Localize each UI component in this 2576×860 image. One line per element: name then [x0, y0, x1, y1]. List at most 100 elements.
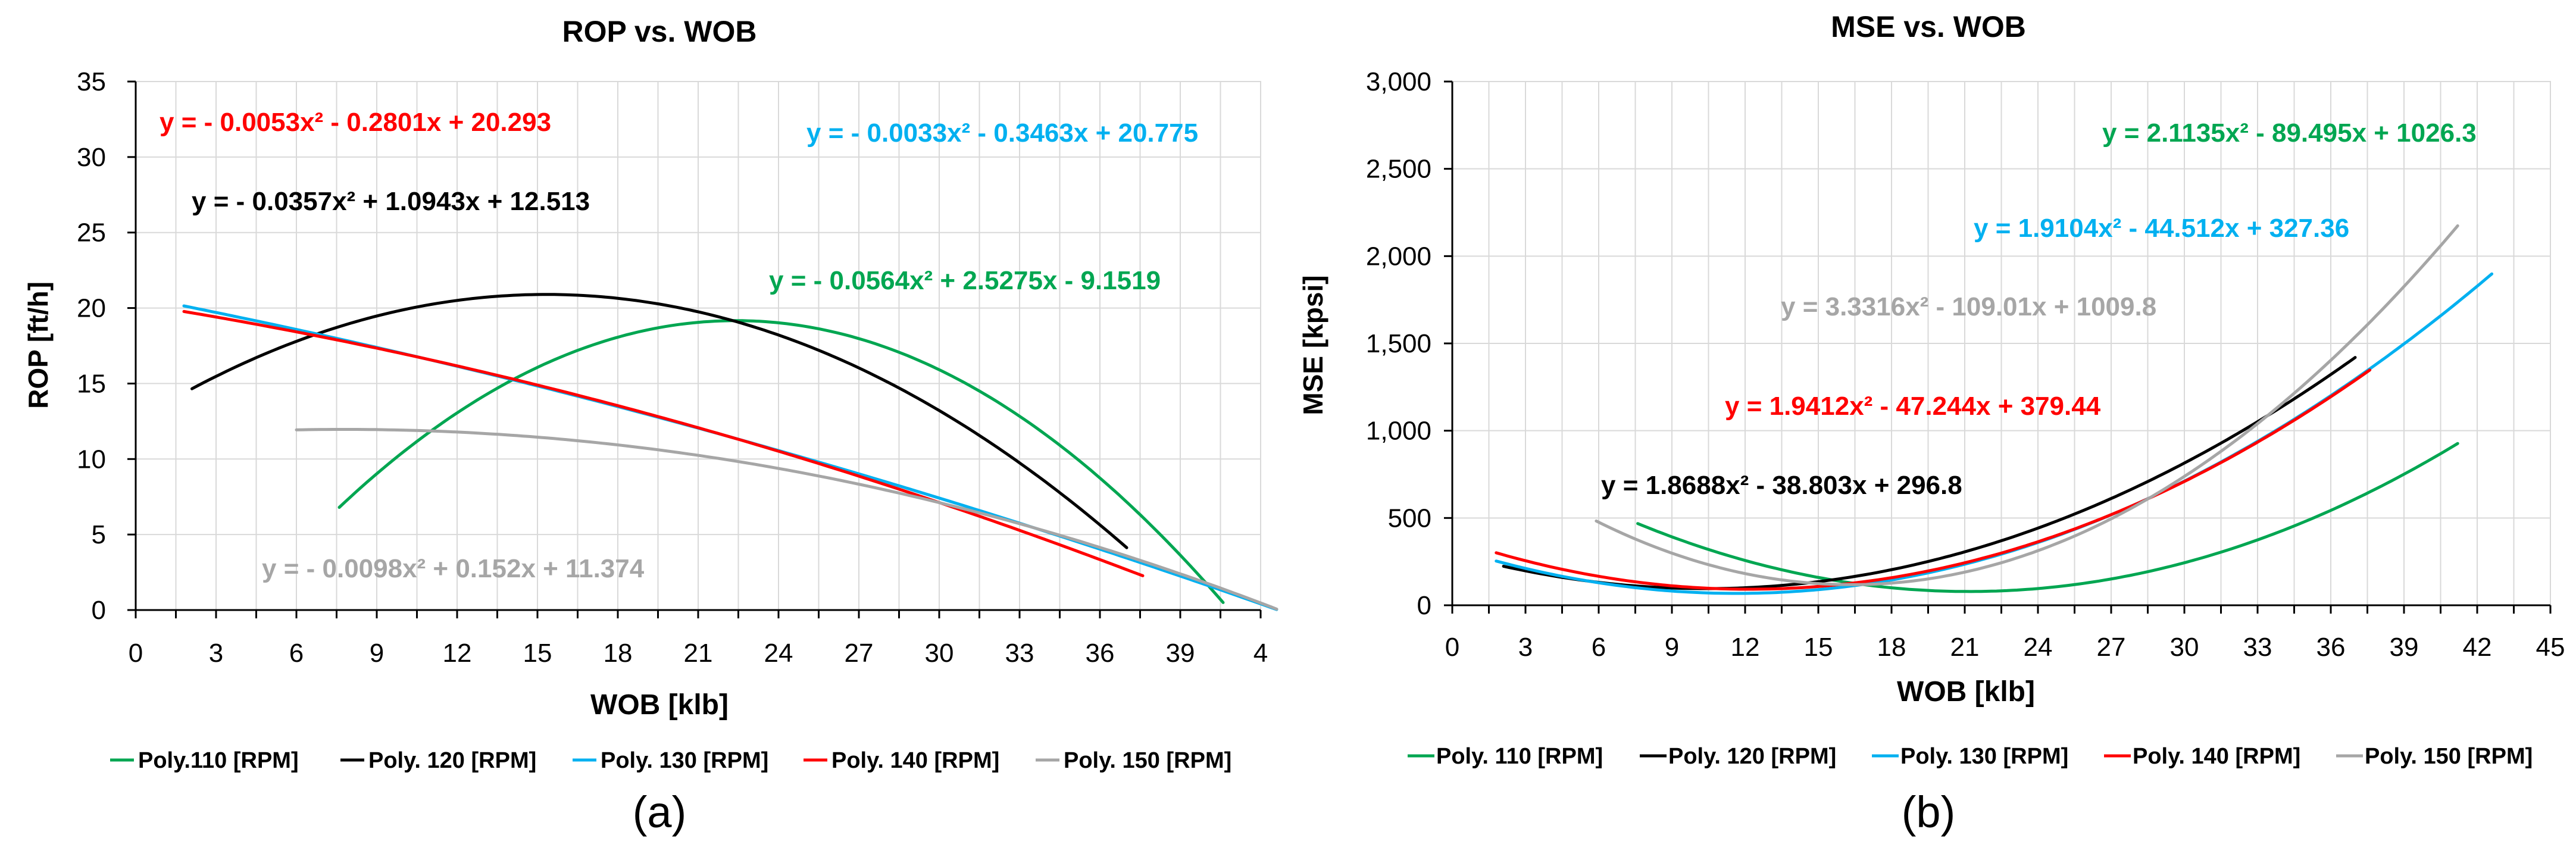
chart-b-panel-label: (b): [1902, 787, 1955, 837]
chart-b-x-tick-label: 15: [1804, 633, 1833, 662]
chart-a-legend: Poly.110 [RPM] Poly. 120 [RPM] Poly. 130…: [110, 748, 1231, 773]
chart-a-x-tick-label: 18: [604, 639, 633, 668]
chart-a-series-line-rpm140: [182, 309, 1145, 577]
chart-a-x-axis-label: WOB [klb]: [590, 689, 729, 721]
chart-a-x-tick-label: 12: [443, 639, 472, 668]
panel-a: ROP vs. WOB 0 3 6 9 12 15 18 21 24 27 30 33 36 39 4 05…: [23, 15, 1278, 837]
svg-text:Poly. 110 [RPM]: Poly. 110 [RPM]: [1436, 744, 1603, 769]
chart-b-axes: [1444, 80, 2552, 614]
chart-a-y-tick-label: 20: [77, 294, 106, 323]
chart-a-x-tick-label: 24: [764, 639, 793, 668]
chart-b-x-tick-label: 6: [1592, 633, 1606, 662]
chart-b-title: MSE vs. WOB: [1831, 10, 2026, 43]
chart-a-axes: [127, 80, 1262, 618]
chart-a-equation-120: y = - 0.0357x² + 1.0943x + 12.513: [192, 187, 590, 216]
chart-a-x-tick-label: 3: [209, 639, 223, 668]
chart-b-legend-item-150: Poly. 150 [RPM]: [2336, 744, 2533, 769]
svg-text:Poly. 130 [RPM]: Poly. 130 [RPM]: [1900, 744, 2068, 769]
chart-a-x-tick-label: 4: [1253, 639, 1268, 668]
chart-b-x-tick-label: 9: [1665, 633, 1679, 662]
chart-a-grid: [135, 81, 1261, 611]
chart-b-equation-150: y = 3.3316x² - 109.01x + 1009.8: [1781, 292, 2156, 321]
chart-a-series-line-rpm150: [295, 428, 1278, 611]
chart-b-series-line-rpm120: [1502, 356, 2357, 590]
panel-b: MSE vs. WOB 0 3 6 9 12 15 18 21 24 27 30 33 36 39 42 45…: [1298, 10, 2565, 837]
chart-b-legend: Poly. 110 [RPM] Poly. 120 [RPM] Poly. 13…: [1408, 744, 2533, 769]
chart-a-series: [182, 293, 1278, 611]
chart-b-x-tick-labels: 0 3 6 9 12 15 18 21 24 27 30 33 36 39 42 45: [1445, 633, 2565, 662]
chart-b-x-tick-label: 27: [2097, 633, 2126, 662]
chart-a-x-tick-label: 15: [523, 639, 552, 668]
chart-b-x-tick-label: 45: [2536, 633, 2565, 662]
chart-a-x-tick-label: 0: [129, 639, 143, 668]
chart-b-grid: [1452, 81, 2551, 606]
chart-b-series-line-rpm110: [1636, 442, 2459, 593]
chart-a-legend-item-140: Poly. 140 [RPM]: [804, 748, 999, 773]
chart-b-equation-110: y = 2.1135x² - 89.495x + 1026.3: [2102, 118, 2477, 148]
chart-b-x-tick-label: 24: [2024, 633, 2053, 662]
svg-text:Poly. 120 [RPM]: Poly. 120 [RPM]: [1668, 744, 1836, 769]
chart-b-legend-item-120: Poly. 120 [RPM]: [1640, 744, 1836, 769]
chart-b-series-line-rpm140: [1495, 368, 2372, 591]
svg-text:Poly. 140 [RPM]: Poly. 140 [RPM]: [2133, 744, 2300, 769]
chart-b-x-axis-label: WOB [klb]: [1897, 676, 2035, 708]
chart-a-y-tick-label: 0: [92, 596, 106, 625]
chart-b-legend-item-140: Poly. 140 [RPM]: [2104, 744, 2300, 769]
chart-a-title: ROP vs. WOB: [562, 15, 757, 48]
svg-text:Poly. 130 [RPM]: Poly. 130 [RPM]: [601, 748, 768, 773]
chart-b-x-tick-label: 0: [1445, 633, 1459, 662]
chart-b-legend-item-110: Poly. 110 [RPM]: [1408, 744, 1603, 769]
chart-a-y-tick-labels: 0 5 10 15 20 25 30 35: [77, 67, 106, 625]
chart-a-x-tick-label: 39: [1166, 639, 1195, 668]
chart-b-y-tick-label: 1,000: [1366, 417, 1431, 446]
chart-b-series-line-rpm130: [1495, 272, 2494, 595]
svg-text:Poly.110 [RPM]: Poly.110 [RPM]: [138, 748, 299, 773]
chart-b-y-tick-label: 3,000: [1366, 67, 1431, 96]
chart-a-y-tick-label: 30: [77, 143, 106, 172]
chart-a-equation-150: y = - 0.0098x² + 0.152x + 11.374: [262, 554, 645, 583]
chart-a-legend-item-150: Poly. 150 [RPM]: [1036, 748, 1231, 773]
chart-b-y-tick-label: 2,000: [1366, 242, 1431, 271]
chart-b-x-tick-label: 18: [1877, 633, 1906, 662]
chart-b-series: [1495, 224, 2494, 595]
chart-a-series-line-rpm120: [190, 293, 1128, 549]
chart-a-x-tick-label: 36: [1086, 639, 1115, 668]
chart-b-legend-item-130: Poly. 130 [RPM]: [1872, 744, 2068, 769]
chart-a-equation-130: y = - 0.0033x² - 0.3463x + 20.775: [806, 118, 1198, 148]
svg-text:Poly. 140 [RPM]: Poly. 140 [RPM]: [831, 748, 999, 773]
chart-b-equation-130: y = 1.9104x² - 44.512x + 327.36: [1974, 214, 2349, 243]
chart-b-x-tick-label: 42: [2463, 633, 2492, 662]
chart-a-y-tick-label: 15: [77, 369, 106, 398]
svg-text:Poly. 120 [RPM]: Poly. 120 [RPM]: [368, 748, 536, 773]
chart-b-x-tick-label: 36: [2316, 633, 2346, 662]
chart-b-x-tick-label: 30: [2170, 633, 2199, 662]
chart-a-legend-item-120: Poly. 120 [RPM]: [340, 748, 536, 773]
chart-b-y-tick-label: 500: [1388, 504, 1431, 533]
chart-b-x-tick-label: 33: [2243, 633, 2272, 662]
chart-a-x-tick-label: 30: [925, 639, 954, 668]
chart-a-legend-item-110: Poly.110 [RPM]: [110, 748, 299, 773]
chart-a-y-tick-label: 25: [77, 218, 106, 248]
chart-a-x-tick-label: 27: [845, 639, 874, 668]
chart-b-y-tick-label: 1,500: [1366, 329, 1431, 358]
chart-b-y-tick-label: 0: [1417, 591, 1431, 620]
chart-a-x-tick-label: 6: [289, 639, 304, 668]
chart-a-legend-item-130: Poly. 130 [RPM]: [573, 748, 768, 773]
chart-b-x-tick-label: 39: [2390, 633, 2419, 662]
chart-a-series-line-rpm110: [337, 319, 1225, 604]
chart-a-x-tick-label: 33: [1005, 639, 1034, 668]
chart-b-series-line-rpm150: [1595, 224, 2459, 586]
chart-b-y-tick-labels: 0 500 1,000 1,500 2,000 2,500 3,000: [1366, 67, 1431, 620]
chart-b-x-tick-label: 12: [1731, 633, 1760, 662]
svg-text:Poly. 150 [RPM]: Poly. 150 [RPM]: [2365, 744, 2533, 769]
chart-b-equation-120: y = 1.8688x² - 38.803x + 296.8: [1601, 471, 1962, 500]
chart-a-y-tick-label: 10: [77, 445, 106, 474]
chart-a-y-tick-label: 5: [92, 520, 106, 549]
chart-a-panel-label: (a): [633, 787, 686, 837]
chart-b-x-tick-label: 3: [1518, 633, 1533, 662]
chart-b-x-tick-label: 21: [1950, 633, 1980, 662]
chart-b-equation-140: y = 1.9412x² - 47.244x + 379.44: [1725, 392, 2101, 421]
chart-a-equation-110: y = - 0.0564x² + 2.5275x - 9.1519: [769, 266, 1161, 295]
chart-a-x-tick-labels: 0 3 6 9 12 15 18 21 24 27 30 33 36 39 4: [129, 639, 1268, 668]
